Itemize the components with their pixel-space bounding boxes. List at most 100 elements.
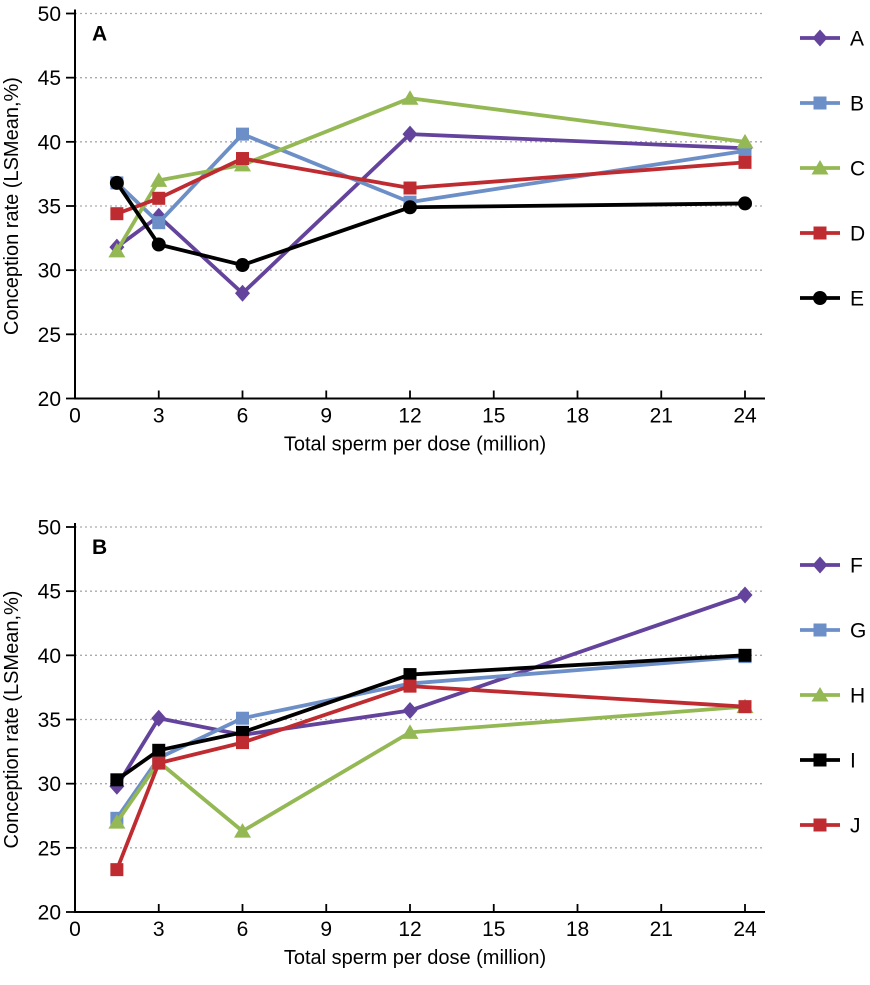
legend-item-J: J [800,815,861,838]
y-tick-label: 20 [38,902,61,925]
legend-D-marker [813,226,827,240]
y-tick-label: 45 [38,581,61,604]
y-tick-label: 45 [38,67,61,90]
legend-I-marker [813,753,827,767]
series-F-marker [737,586,753,604]
chart-b-svg: 20 25 30 35 40 45 50 0 3 6 9 12 15 18 21 24 Total sperm … [1,517,866,970]
y-tick-label: 25 [38,837,61,860]
x-tick-label: 12 [398,918,421,941]
legend-label: C [850,158,865,181]
series-E-marker [403,200,417,215]
legend-label: G [850,620,866,643]
legend-F-marker [812,556,828,574]
y-tick-label: 20 [38,388,61,411]
legend-label: E [850,288,864,311]
legend-item-E: E [800,288,864,311]
chart-panel-a: 20 25 30 35 40 45 50 0 3 6 9 12 15 18 21 24 Total sperm … [1,3,865,456]
series-E-marker [235,258,250,273]
series-C-marker [401,90,419,105]
legend-item-C: C [800,158,865,181]
legend-label: J [850,815,861,838]
series-B-marker [152,216,166,230]
x-tick-label: 21 [650,405,673,428]
series-A-line [115,132,746,296]
y-tick-label: 35 [38,196,61,219]
legend-label: I [850,750,856,773]
y-tick-label: 25 [38,324,61,347]
series-J-marker [236,736,249,750]
panel-label: A [92,23,107,46]
series-C-marker [150,172,168,187]
series-H-marker [401,724,419,739]
series-J-marker [110,863,124,877]
series-E-marker [151,237,166,252]
legend: A B C D E [800,28,865,311]
chart-a-svg: 20 25 30 35 40 45 50 0 3 6 9 12 15 18 21 24 Total sperm … [1,3,865,456]
series-H-marker [234,823,251,838]
x-tick-label: 0 [69,918,81,941]
x-tick-label: 18 [566,405,589,428]
y-tick-label: 40 [38,131,61,154]
legend-item-A: A [800,28,864,51]
legend-label: F [850,555,863,578]
x-axis-title: Total sperm per dose (million) [284,947,546,969]
y-axis-title: Conception rate (LSMean,%) [1,77,23,335]
y-axis-title: Conception rate (LSMean,%) [1,591,23,849]
series-I-line [115,653,746,782]
y-tick-label: 35 [38,709,61,732]
x-tick-label: 3 [153,405,165,428]
legend: F G H I J [800,555,866,838]
legend-C-marker [811,160,829,175]
series-I-marker [236,725,249,739]
legend-G-marker [813,623,827,637]
series-A-marker [402,125,418,143]
y-tick-label: 30 [38,773,61,796]
legend-item-I: I [800,750,856,773]
series-I-marker [403,668,417,682]
legend-item-G: G [800,620,866,643]
x-tick-label: 9 [320,405,332,428]
x-tick-label: 9 [320,918,332,941]
series-F-marker [151,709,167,727]
legend-label: H [850,685,865,708]
y-tick-label: 40 [38,645,61,668]
x-tick-label: 15 [482,918,505,941]
x-tick-label: 24 [733,405,757,428]
series-B-line [115,132,746,225]
series-D-marker [403,181,417,195]
x-tick-label: 6 [237,918,249,941]
series-D-marker [236,152,249,166]
legend-A-marker [812,29,828,47]
legend-label: A [850,28,864,51]
x-tick-label: 21 [650,918,673,941]
series-D-marker [738,155,752,169]
series-I-marker [152,743,166,757]
series-E-line [115,181,746,267]
y-tick-label: 30 [38,260,61,283]
x-tick-label: 12 [398,405,421,428]
legend-item-F: F [800,555,863,578]
y-tick-label: 50 [38,517,61,540]
panel-label: B [92,536,107,559]
series-A-marker [235,284,250,302]
legend-label: B [850,93,864,116]
x-tick-label: 24 [733,918,757,941]
series-H-marker [108,814,126,829]
x-tick-label: 0 [69,405,81,428]
series-I-marker [110,773,124,787]
x-tick-label: 15 [482,405,505,428]
legend-J-marker [813,818,827,832]
series-D-marker [152,191,166,205]
series-D-marker [110,207,124,221]
x-axis-title: Total sperm per dose (million) [284,434,546,456]
legend-label: D [850,223,865,246]
series-E-marker [738,196,752,211]
legend-E-marker [813,291,827,305]
y-tick-label: 50 [38,3,61,26]
legend-item-B: B [800,93,864,116]
series-J-marker [738,700,752,714]
series-G-marker [236,711,249,725]
series-J-marker [152,756,166,770]
legend-H-marker [811,687,829,702]
